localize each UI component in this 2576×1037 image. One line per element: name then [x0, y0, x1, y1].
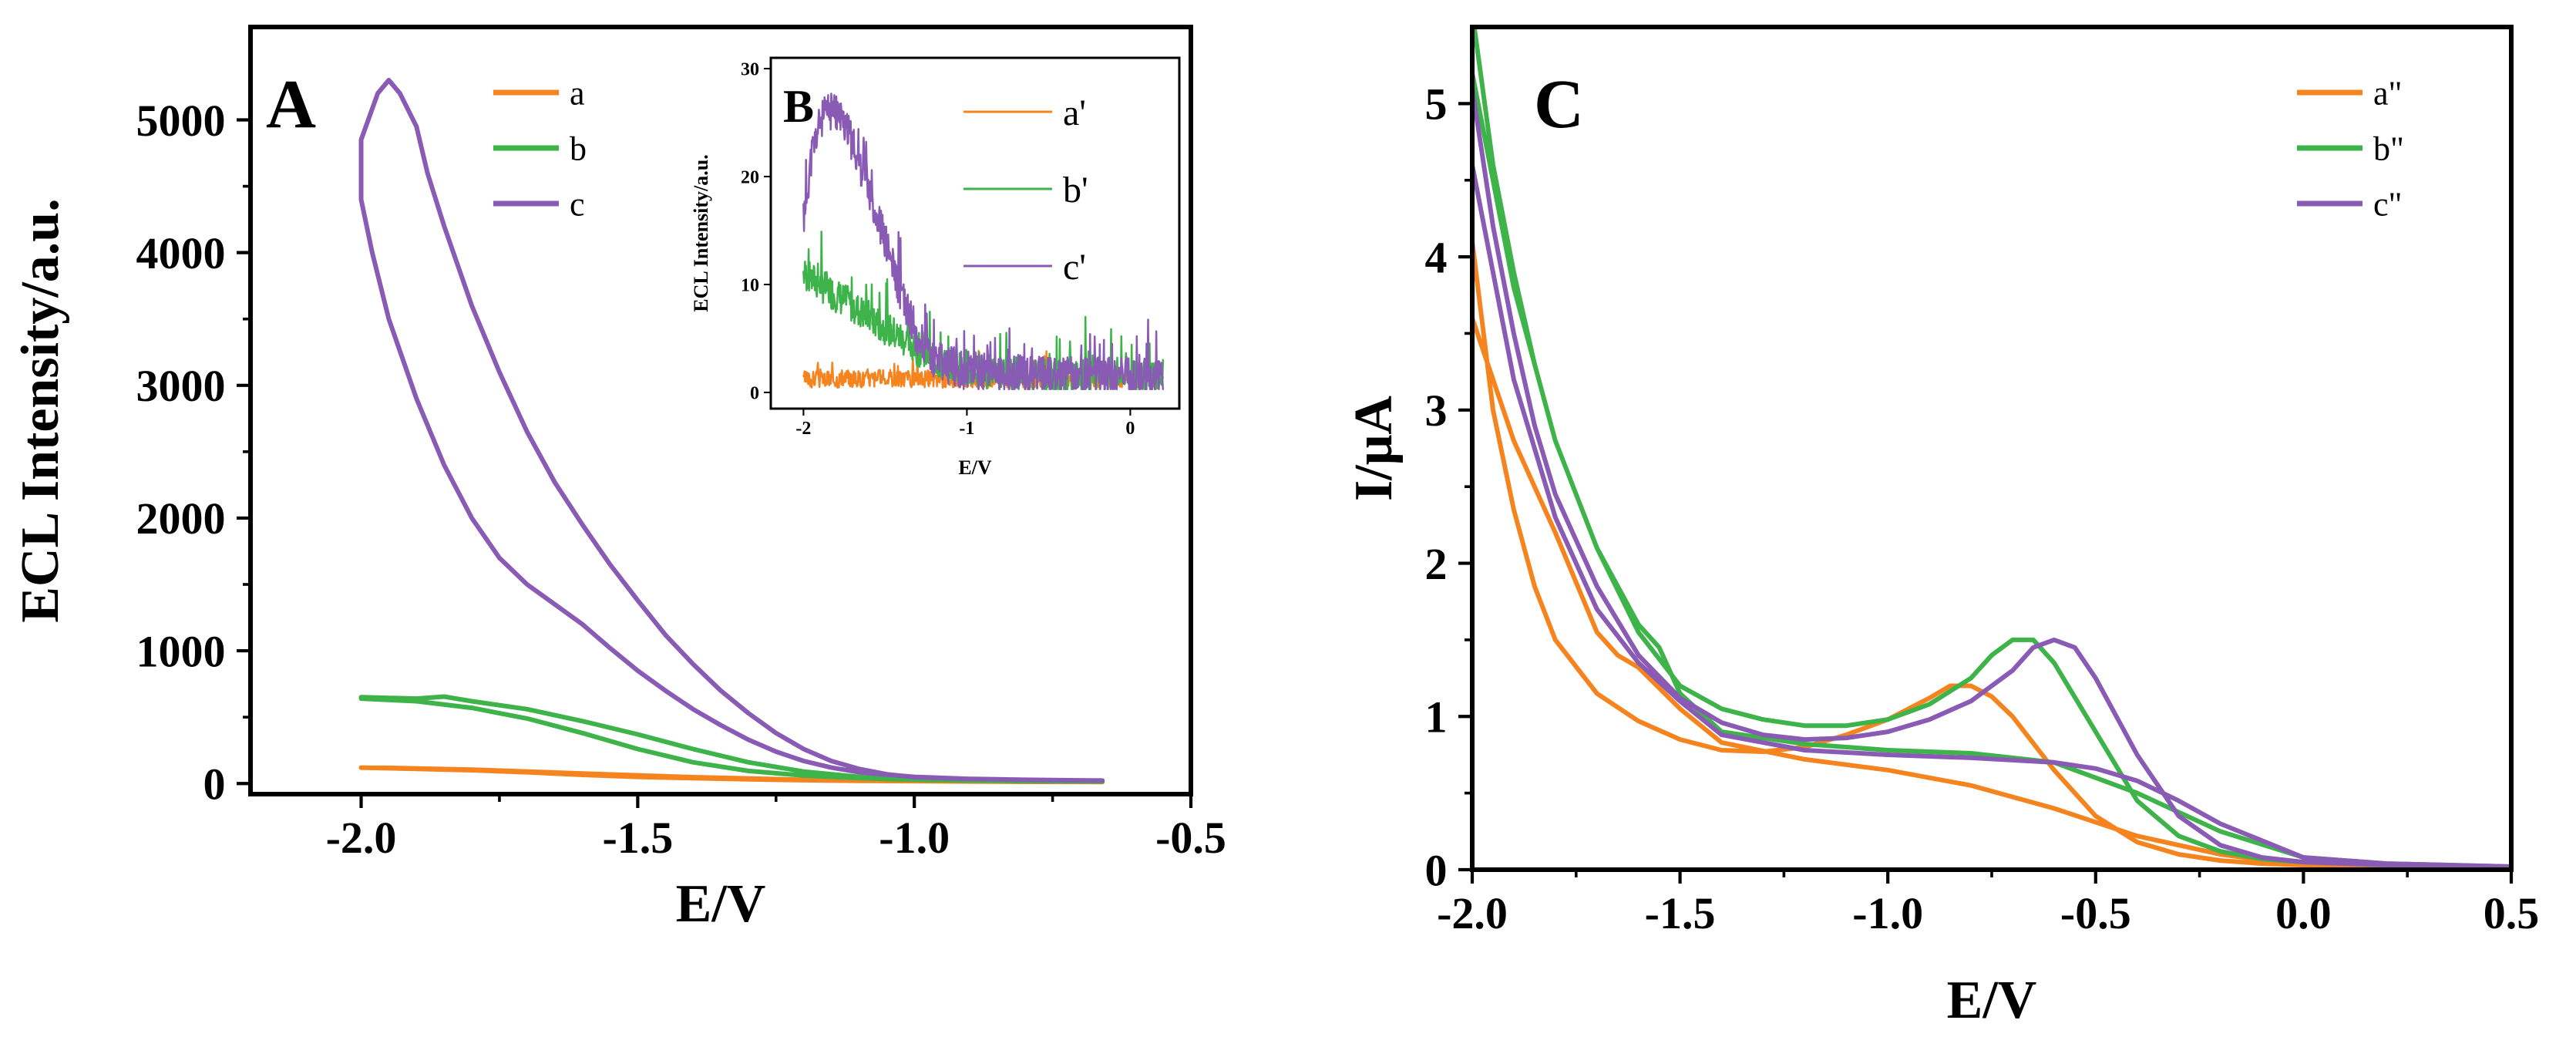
- legend-label: c': [1063, 247, 1086, 288]
- x-tick-label: -0.5: [1155, 813, 1226, 863]
- legend: abc: [493, 74, 587, 223]
- panel-a-chart: -2.0 -1.5 -1.0 -0.5010002000300040005000E/V…: [11, 25, 1226, 934]
- panel-label: C: [1534, 66, 1584, 143]
- y-tick-label: 20: [741, 167, 759, 187]
- y-tick-label: 5: [1425, 79, 1448, 130]
- y-tick-label: 3: [1425, 386, 1448, 436]
- x-axis-title: E/V: [1947, 971, 2037, 1030]
- y-tick-label: 2000: [136, 493, 226, 544]
- x-tick-label: 0: [1125, 419, 1135, 439]
- legend-label: b": [2373, 130, 2404, 167]
- x-axis-title: E/V: [676, 874, 766, 934]
- series-group: [1472, 27, 2511, 870]
- x-tick-label: -2.0: [1437, 888, 1508, 938]
- x-tick-label: 0.0: [2275, 888, 2332, 938]
- y-tick-label: 2: [1425, 539, 1448, 589]
- y-tick-label: 0: [750, 383, 759, 403]
- x-tick-label: -1.5: [602, 813, 673, 863]
- legend-label: a': [1063, 93, 1086, 133]
- series-line-b: [1472, 27, 2511, 869]
- series-group: [358, 77, 1105, 785]
- x-tick-label: -1.0: [1852, 888, 1923, 938]
- x-tick-label: -2: [795, 419, 811, 439]
- series-line-c: [358, 77, 1105, 783]
- series-line-c: [802, 93, 1165, 391]
- x-tick-label: -1: [959, 419, 974, 439]
- x-tick-label: -2.0: [326, 813, 397, 863]
- plot-frame: [1470, 25, 2514, 872]
- series-group: [802, 93, 1165, 391]
- legend-label: b: [570, 130, 587, 167]
- y-axis-title: I/μA: [1344, 396, 1404, 501]
- legend-label: c": [2373, 185, 2403, 223]
- legend: a" b" c": [2297, 74, 2404, 223]
- x-tick-label: 0.5: [2484, 888, 2540, 938]
- y-tick-label: 30: [741, 59, 759, 79]
- panel-b-inset-chart: -2 -1 0 0 10 20 30 E/V ECL Intensity/a.u. B a' b' c': [690, 56, 1181, 479]
- plot-frame: [769, 56, 1181, 410]
- y-tick-label: 10: [741, 275, 759, 295]
- legend-label: a: [570, 74, 585, 112]
- y-tick-label: 3000: [136, 361, 226, 411]
- legend-label: b': [1063, 170, 1088, 210]
- legend-label: c: [570, 185, 585, 223]
- y-axis-title: ECL Intensity/a.u.: [11, 198, 70, 622]
- x-tick-label: -1.0: [879, 813, 950, 863]
- y-tick-label: 4: [1425, 232, 1448, 282]
- legend-label: a": [2373, 74, 2403, 112]
- x-axis-title: E/V: [958, 456, 992, 479]
- panel-label: B: [783, 81, 814, 132]
- legend: a' b' c': [963, 93, 1088, 288]
- y-tick-label: 5000: [136, 96, 226, 146]
- y-tick-label: 1000: [136, 626, 226, 676]
- y-tick-label: 0: [203, 759, 226, 810]
- panel-label: A: [266, 66, 316, 143]
- y-tick-label: 1: [1425, 692, 1448, 742]
- series-line-c: [1472, 86, 2511, 869]
- x-tick-label: -1.5: [1645, 888, 1716, 938]
- series-line-a: [1472, 239, 2511, 870]
- y-tick-label: 0: [1425, 845, 1448, 895]
- panel-c-chart: -2.0 -1.5 -1.0 -0.5 0.0 0.5 0 1 2 3 4 5 E/V I/μA C a" b"…: [1344, 25, 2540, 1030]
- y-tick-label: 4000: [136, 228, 226, 278]
- plot-frame: [248, 25, 1193, 796]
- x-tick-label: -0.5: [2060, 888, 2131, 938]
- y-axis-title: ECL Intensity/a.u.: [690, 154, 712, 311]
